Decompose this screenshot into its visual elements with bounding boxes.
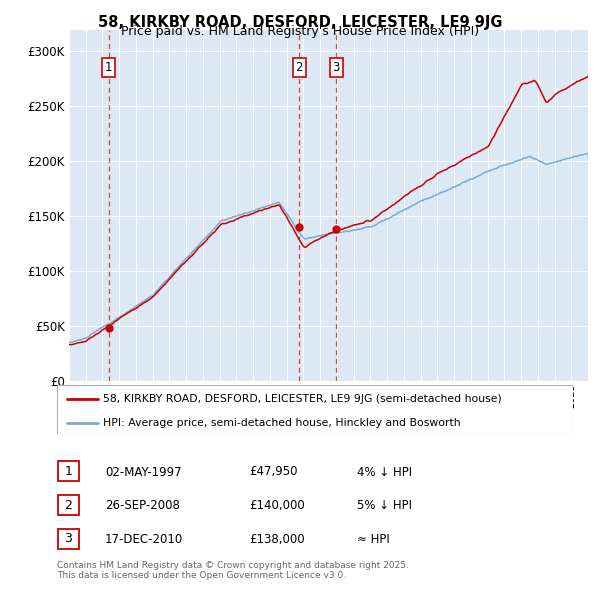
Text: £47,950: £47,950 [249,466,298,478]
Text: 4% ↓ HPI: 4% ↓ HPI [357,466,412,478]
Text: £140,000: £140,000 [249,499,305,512]
Text: HPI: Average price, semi-detached house, Hinckley and Bosworth: HPI: Average price, semi-detached house,… [103,418,461,428]
Text: 5% ↓ HPI: 5% ↓ HPI [357,499,412,512]
Text: Contains HM Land Registry data © Crown copyright and database right 2025.
This d: Contains HM Land Registry data © Crown c… [57,560,409,580]
Text: 3: 3 [64,532,73,545]
Text: ≈ HPI: ≈ HPI [357,533,390,546]
Text: 1: 1 [64,465,73,478]
Text: 02-MAY-1997: 02-MAY-1997 [105,466,182,478]
FancyBboxPatch shape [58,461,79,481]
Text: 1: 1 [105,61,112,74]
Text: 26-SEP-2008: 26-SEP-2008 [105,499,180,512]
Text: £138,000: £138,000 [249,533,305,546]
Text: 3: 3 [332,61,340,74]
Text: 2: 2 [296,61,303,74]
Text: Price paid vs. HM Land Registry's House Price Index (HPI): Price paid vs. HM Land Registry's House … [121,25,479,38]
FancyBboxPatch shape [58,495,79,515]
Text: 2: 2 [64,499,73,512]
FancyBboxPatch shape [58,529,79,549]
Text: 58, KIRKBY ROAD, DESFORD, LEICESTER, LE9 9JG (semi-detached house): 58, KIRKBY ROAD, DESFORD, LEICESTER, LE9… [103,394,502,404]
Text: 58, KIRKBY ROAD, DESFORD, LEICESTER, LE9 9JG: 58, KIRKBY ROAD, DESFORD, LEICESTER, LE9… [98,15,502,30]
FancyBboxPatch shape [57,385,573,434]
Text: 17-DEC-2010: 17-DEC-2010 [105,533,183,546]
